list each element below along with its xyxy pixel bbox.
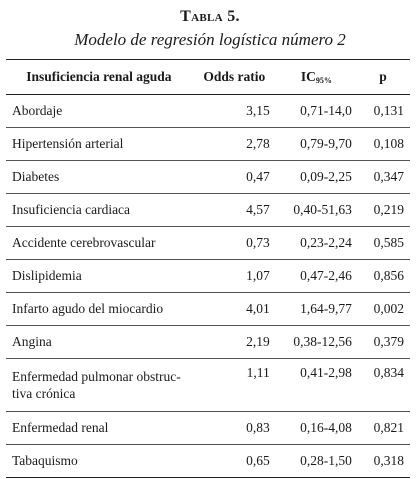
row-name: Accidente cerebrovascular — [6, 226, 192, 260]
row-name: Abordaje — [6, 94, 192, 128]
row-ic: 0,40-51,63 — [276, 193, 356, 227]
ic-header-text: IC — [300, 69, 316, 84]
regression-table: Insuficiencia renal aguda Odds ratio IC9… — [6, 59, 410, 478]
table-row: Hipertensión arterial 2,78 0,79-9,70 0,1… — [6, 127, 410, 161]
row-ic: 0,38-12,56 — [276, 325, 356, 359]
row-odds-ratio: 0,73 — [191, 226, 277, 260]
row-name-line-1: Enfermedad pulmonar obstruc- — [12, 369, 181, 384]
column-header-ic: IC95% — [276, 59, 356, 95]
row-name-line-2: tiva crónica — [12, 386, 76, 401]
row-ic: 0,28-1,50 — [276, 444, 356, 478]
column-header-p: p — [355, 59, 410, 95]
table-row: Infarto agudo del miocardio 4,01 1,64-9,… — [6, 292, 410, 326]
table-row: Enfermedad pulmonar obstruc- tiva crónic… — [6, 358, 410, 412]
row-p-value: 0,834 — [355, 358, 410, 412]
table-caption-title: Modelo de regresión logística número 2 — [74, 30, 346, 49]
row-odds-ratio: 1,07 — [191, 259, 277, 293]
ic-header-subscript: 95% — [315, 76, 332, 85]
row-ic: 0,09-2,25 — [276, 160, 356, 194]
table-row: Accidente cerebrovascular 0,73 0,23-2,24… — [6, 226, 410, 260]
row-p-value: 0,131 — [355, 94, 410, 128]
row-p-value: 0,856 — [355, 259, 410, 293]
row-name: Hipertensión arterial — [6, 127, 192, 161]
row-ic: 0,41-2,98 — [276, 358, 356, 412]
row-ic: 0,23-2,24 — [276, 226, 356, 260]
table-row: Abordaje 3,15 0,71-14,0 0,131 — [6, 94, 410, 128]
column-header-odds-ratio: Odds ratio — [191, 59, 277, 95]
row-p-value: 0,219 — [355, 193, 410, 227]
row-p-value: 0,821 — [355, 411, 410, 445]
table-row: Dislipidemia 1,07 0,47-2,46 0,856 — [6, 259, 410, 293]
row-name: Enfermedad pulmonar obstruc- tiva crónic… — [6, 358, 192, 412]
row-ic: 0,16-4,08 — [276, 411, 356, 445]
row-p-value: 0,585 — [355, 226, 410, 260]
table-row: Insuficiencia cardiaca 4,57 0,40-51,63 0… — [6, 193, 410, 227]
row-ic: 0,47-2,46 — [276, 259, 356, 293]
row-odds-ratio: 4,01 — [191, 292, 277, 326]
row-odds-ratio: 0,47 — [191, 160, 277, 194]
row-name: Infarto agudo del miocardio — [6, 292, 192, 326]
row-name: Angina — [6, 325, 192, 359]
table-header-row: Insuficiencia renal aguda Odds ratio IC9… — [6, 59, 410, 95]
row-ic: 1,64-9,77 — [276, 292, 356, 326]
row-p-value: 0,002 — [355, 292, 410, 326]
row-odds-ratio: 2,19 — [191, 325, 277, 359]
table-row: Diabetes 0,47 0,09-2,25 0,347 — [6, 160, 410, 194]
row-name: Enfermedad renal — [6, 411, 192, 445]
table-row: Tabaquismo 0,65 0,28-1,50 0,318 — [6, 444, 410, 478]
row-odds-ratio: 2,78 — [191, 127, 277, 161]
row-ic: 0,79-9,70 — [276, 127, 356, 161]
column-header-name: Insuficiencia renal aguda — [6, 59, 192, 95]
row-odds-ratio: 1,11 — [191, 358, 277, 412]
table-row: Angina 2,19 0,38-12,56 0,379 — [6, 325, 410, 359]
row-odds-ratio: 3,15 — [191, 94, 277, 128]
row-p-value: 0,108 — [355, 127, 410, 161]
row-name: Diabetes — [6, 160, 192, 194]
table-row: Enfermedad renal 0,83 0,16-4,08 0,821 — [6, 411, 410, 445]
row-name: Insuficiencia cardiaca — [6, 193, 192, 227]
row-odds-ratio: 0,65 — [191, 444, 277, 478]
row-p-value: 0,379 — [355, 325, 410, 359]
row-ic: 0,71-14,0 — [276, 94, 356, 128]
row-p-value: 0,347 — [355, 160, 410, 194]
row-odds-ratio: 0,83 — [191, 411, 277, 445]
row-name: Tabaquismo — [6, 444, 192, 478]
row-p-value: 0,318 — [355, 444, 410, 478]
row-odds-ratio: 4,57 — [191, 193, 277, 227]
row-name: Dislipidemia — [6, 259, 192, 293]
table-caption-label: Tabla 5. — [180, 8, 240, 25]
